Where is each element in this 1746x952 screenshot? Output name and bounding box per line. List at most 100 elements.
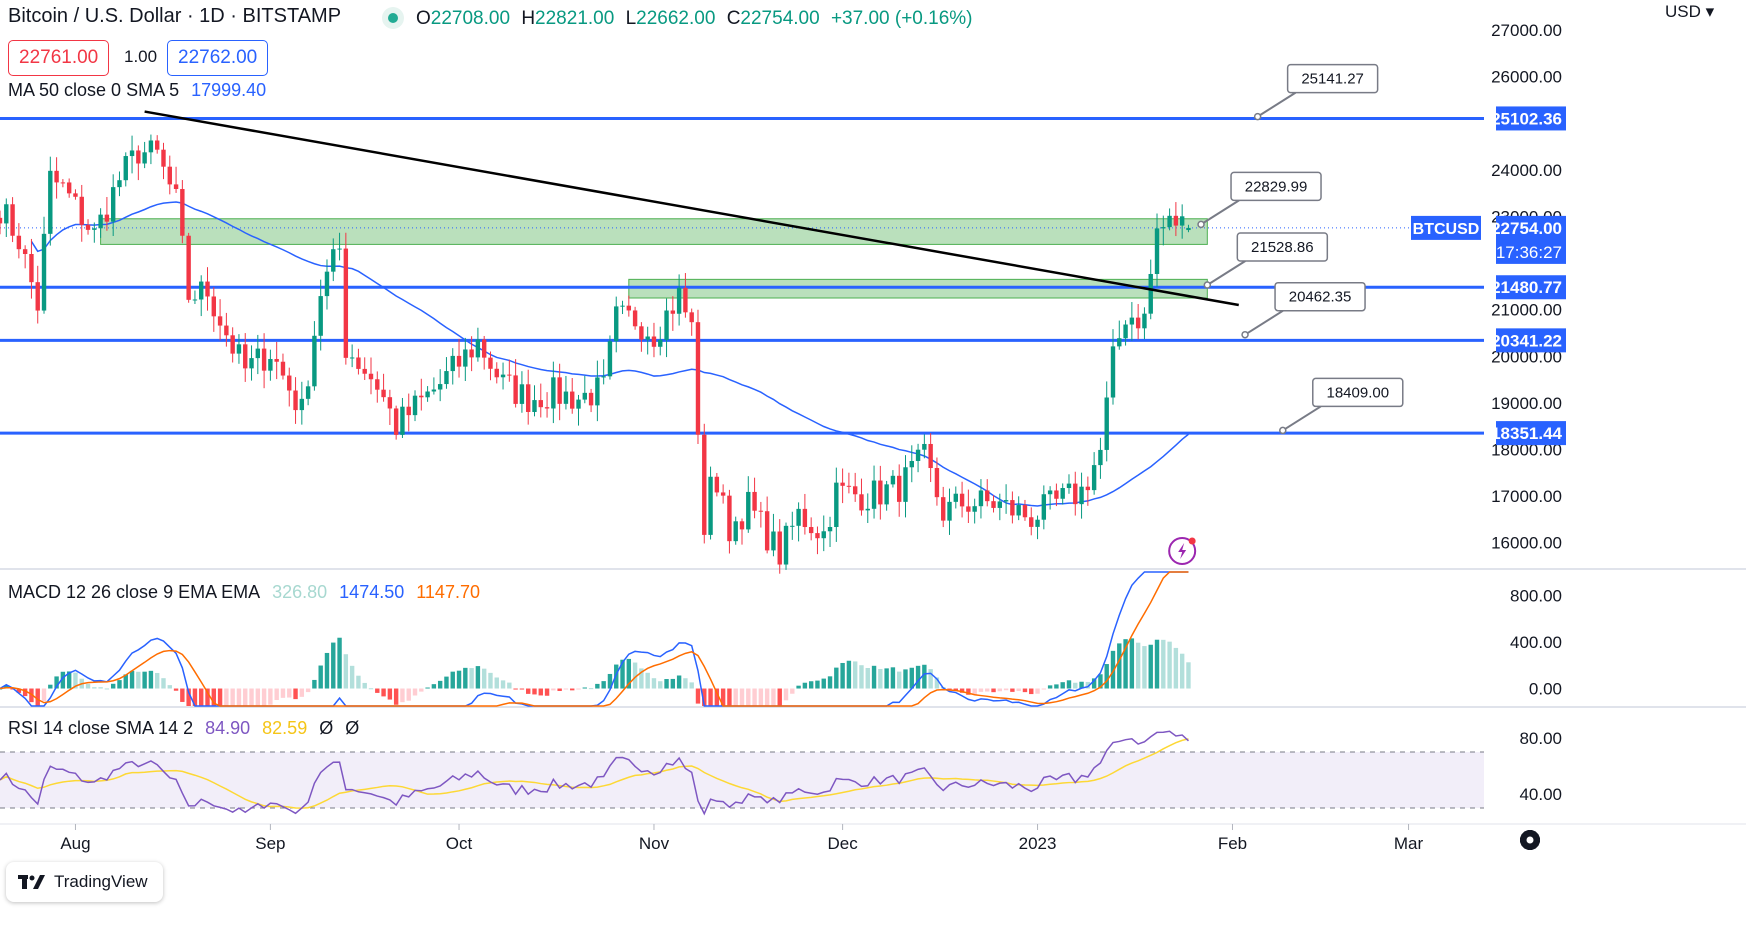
candle-body (551, 377, 556, 409)
candle-body (714, 476, 720, 493)
rsi-legend[interactable]: RSI 14 close SMA 14 2 84.90 82.59 Ø Ø (8, 718, 359, 739)
candle-body (318, 296, 323, 336)
macd-histogram-bar (714, 688, 720, 706)
candle-body (419, 395, 424, 398)
rsi-extra-2: Ø (345, 718, 360, 738)
candle-body (224, 325, 229, 336)
callout-pointer (1206, 260, 1246, 286)
candle-body (658, 339, 663, 347)
macd-histogram-bar (645, 672, 650, 689)
macd-histogram-bar (563, 688, 569, 690)
macd-legend[interactable]: MACD 12 26 close 9 EMA EMA 326.80 1474.50 1… (8, 582, 480, 603)
macd-histogram-bar (1104, 664, 1109, 689)
ma-legend[interactable]: MA 50 close 0 SMA 5 17999.40 (8, 80, 266, 101)
macd-histogram-bar (777, 688, 782, 706)
macd-histogram-bar (595, 683, 600, 689)
macd-histogram-bar (123, 674, 128, 689)
candle-body (1054, 490, 1059, 499)
macd-histogram-bar (1161, 639, 1166, 689)
candle-body (739, 521, 745, 530)
callout-anchor (1279, 426, 1287, 435)
macd-axis-tick-label: 0.00 (1529, 680, 1562, 699)
macd-histogram-bar (752, 688, 757, 706)
macd-histogram-bar (959, 688, 965, 693)
macd-histogram-bar (588, 688, 594, 690)
candle-body (645, 336, 650, 340)
macd-histogram-bar (287, 688, 292, 698)
macd-histogram-bar (73, 672, 78, 689)
candle-body (953, 493, 958, 502)
level-price-tag-label: 25102.36 (1491, 109, 1562, 128)
spread-value: 1.00 (124, 47, 158, 66)
macd-histogram-bar (570, 688, 575, 691)
macd-histogram-bar (148, 670, 154, 689)
symbol-title[interactable]: Bitcoin / U.S. Dollar · 1D · BITSTAMP (8, 5, 342, 27)
candle-body (922, 443, 927, 450)
macd-histogram-bar (1085, 681, 1091, 689)
macd-histogram-bar (922, 664, 927, 689)
macd-histogram-bar (953, 688, 958, 691)
candle-body (884, 484, 889, 505)
price-axis-tick-label: 24000.00 (1491, 161, 1562, 180)
macd-histogram-bar (519, 688, 525, 690)
macd-histogram-bar (985, 688, 990, 692)
macd-histogram-bar (293, 688, 298, 700)
candle-body (312, 335, 317, 387)
alert-dot (1188, 537, 1196, 545)
macd-histogram-bar (846, 660, 852, 689)
candle-body (972, 506, 977, 512)
candle-body (274, 358, 279, 362)
candle-body (494, 368, 499, 378)
currency-selector[interactable]: USD ▾ (1665, 2, 1714, 22)
rsi-extra-1: Ø (319, 718, 334, 738)
macd-histogram-bar (299, 688, 305, 697)
candle-body (620, 305, 625, 307)
macd-histogram-bar (243, 688, 248, 706)
candle-body (859, 494, 864, 511)
macd-histogram-bar (852, 661, 858, 689)
candle-body (582, 392, 587, 400)
macd-histogram-bar (972, 688, 977, 695)
candle-body (752, 491, 757, 511)
candle-body (406, 406, 411, 416)
callout-anchor (1253, 112, 1262, 121)
macd-histogram-bar (117, 680, 122, 689)
candle-body (180, 189, 185, 236)
macd-histogram-bar (400, 688, 405, 703)
macd-histogram-bar (727, 688, 732, 706)
macd-line-value: 1474.50 (339, 582, 405, 602)
macd-histogram-bar (758, 688, 764, 706)
macd-histogram-bar (859, 665, 864, 689)
buy-price-button[interactable]: 22762.00 (167, 40, 269, 76)
candle-body (834, 482, 839, 528)
candle-body (117, 180, 122, 188)
macd-histogram-bar (1066, 680, 1072, 689)
macd-histogram-bar (1029, 688, 1034, 695)
macd-histogram-bar (494, 677, 499, 689)
candle-body (1110, 346, 1116, 398)
macd-histogram-bar (664, 679, 669, 689)
macd-histogram-bar (463, 667, 468, 689)
candle-body (852, 486, 858, 495)
tradingview-logo[interactable]: TradingView (6, 862, 163, 902)
macd-histogram-bar (834, 667, 839, 689)
tradingview-logo-icon (18, 875, 45, 889)
candle-body (790, 525, 795, 527)
candle-body (878, 480, 883, 505)
ma-value: 17999.40 (191, 80, 267, 100)
candle-body (802, 508, 808, 528)
macd-histogram-bar (230, 688, 235, 706)
callout-pointer (1200, 199, 1240, 226)
candle-body (92, 228, 97, 230)
rsi-axis-tick-label: 80.00 (1519, 729, 1562, 748)
candle-body (595, 377, 600, 406)
candle-body (840, 482, 845, 486)
candle-body (1022, 505, 1028, 518)
x-tick-label: Dec (827, 834, 858, 853)
currency-label: USD (1665, 2, 1701, 21)
macd-label: MACD 12 26 close 9 EMA EMA (8, 582, 261, 602)
sell-price-button[interactable]: 22761.00 (8, 40, 110, 76)
macd-histogram-bar (136, 671, 141, 689)
macd-histogram-bar (890, 667, 896, 689)
